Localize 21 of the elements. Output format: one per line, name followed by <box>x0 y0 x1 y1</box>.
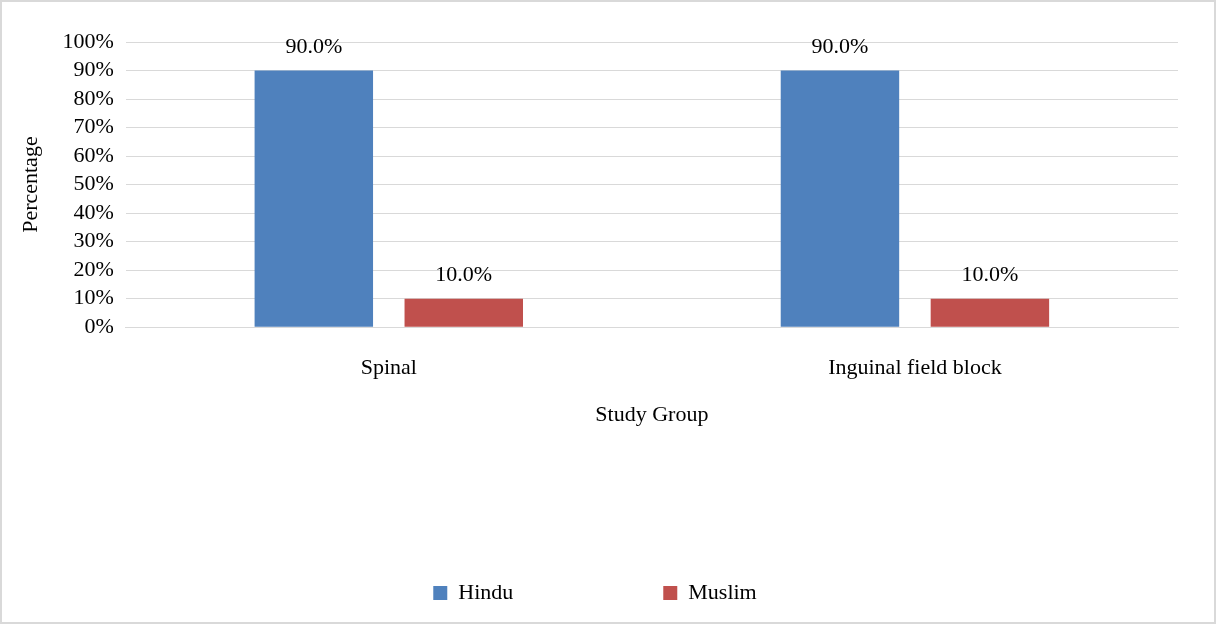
data-label: 10.0% <box>435 261 493 287</box>
data-label: 90.0% <box>285 33 343 59</box>
y-tick-label: 90% <box>73 56 114 82</box>
y-tick-label: 20% <box>73 255 114 281</box>
y-tick-label: 40% <box>73 198 114 224</box>
y-tick-label: 10% <box>73 284 114 310</box>
y-tick-label: 50% <box>73 170 114 196</box>
data-label: 90.0% <box>811 33 869 59</box>
y-tick-label: 70% <box>73 113 114 139</box>
y-axis-title: Percentage <box>16 136 42 233</box>
y-tick-label: 80% <box>73 84 114 110</box>
x-tick-label: Spinal <box>360 354 417 380</box>
y-tick-label: 60% <box>73 141 114 167</box>
data-label: 10.0% <box>961 261 1019 287</box>
legend-label: Muslim <box>688 578 757 604</box>
x-tick-label: Inguinal field block <box>828 354 1002 380</box>
x-axis-title: Study Group <box>595 400 709 426</box>
legend-label: Hindu <box>458 578 514 604</box>
y-tick-label: 30% <box>73 227 114 253</box>
y-tick-label: 0% <box>84 312 114 338</box>
y-tick-label: 100% <box>62 27 114 53</box>
